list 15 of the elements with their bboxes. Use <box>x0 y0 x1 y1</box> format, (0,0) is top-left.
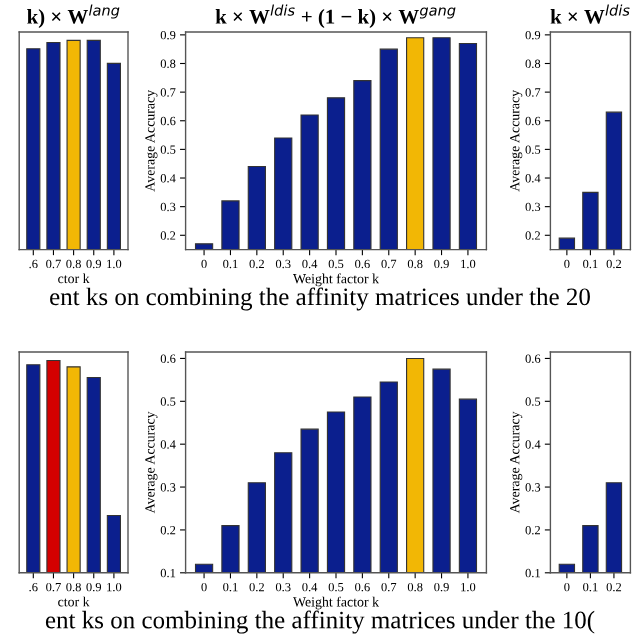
bar <box>46 359 61 573</box>
chart-title: k) × W$^{lang}$ <box>27 4 120 28</box>
text: ent ks on combining the affinity matrices under the 10( <box>45 610 595 634</box>
text: ent ks on combining the affinity matrices under the 20 <box>50 287 590 311</box>
bar <box>26 48 41 250</box>
bar <box>106 514 121 573</box>
bar <box>66 366 81 573</box>
bar <box>106 62 121 250</box>
bar <box>46 41 61 250</box>
bar <box>86 376 101 573</box>
bar <box>66 39 81 250</box>
bar <box>86 39 101 250</box>
bar <box>26 364 41 573</box>
chart-title: k × W$^{ldis}$ <box>550 4 630 24</box>
chart-title: k × W$^{ldis}$ + (1 − k) × W$^{gang}$ <box>215 4 456 28</box>
